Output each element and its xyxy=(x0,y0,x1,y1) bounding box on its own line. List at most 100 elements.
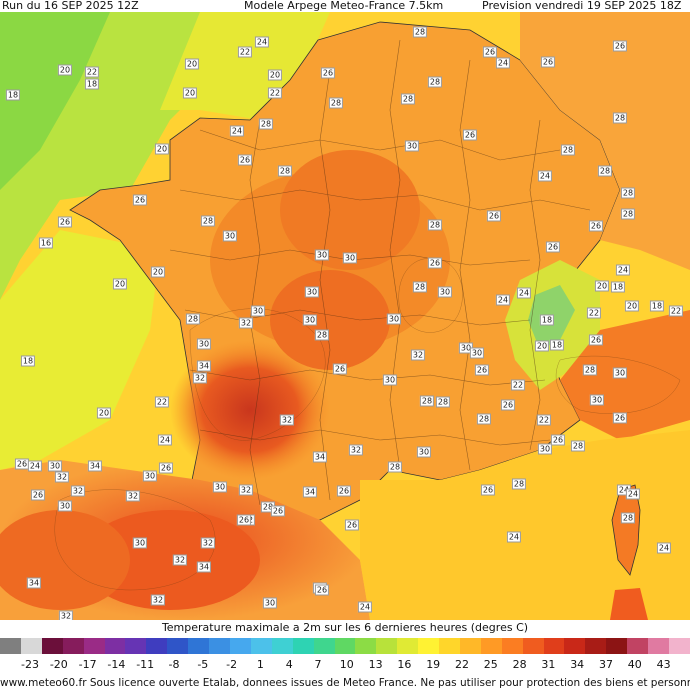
temperature-label: 20 xyxy=(154,143,170,155)
temperature-label: 20 xyxy=(594,280,610,292)
temperature-label: 18 xyxy=(649,300,665,312)
color-swatch xyxy=(543,638,565,654)
temperature-label: 26 xyxy=(482,46,498,58)
color-scale-tick-label: -8 xyxy=(168,658,180,671)
temperature-label: 32 xyxy=(279,414,295,426)
temperature-label: 28 xyxy=(328,97,344,109)
temperature-label: 18 xyxy=(610,281,626,293)
temperature-map: 26 26 28 24 22 20 22 18 20 20 18 20 22 26 26 28 24 28 28 28… xyxy=(0,12,690,620)
temperature-label: 24 xyxy=(656,542,672,554)
temperature-label: 26 xyxy=(270,505,286,517)
color-scale-tick-label: 34 xyxy=(570,658,585,671)
color-swatch xyxy=(271,638,293,654)
temperature-label: 24 xyxy=(506,531,522,543)
department-borders xyxy=(169,39,591,506)
color-swatch xyxy=(334,638,356,654)
color-swatch xyxy=(250,638,272,654)
color-swatch xyxy=(480,638,502,654)
temperature-label: 34 xyxy=(196,360,212,372)
color-scale-tick-label: -14 xyxy=(107,658,126,671)
temperature-label: 24 xyxy=(254,36,270,48)
temperature-label: 30 xyxy=(382,374,398,386)
temperature-label: 30 xyxy=(342,252,358,264)
temperature-label: 26 xyxy=(612,40,628,52)
forecast-date-text: Prevision vendredi 19 SEP 2025 18Z xyxy=(482,0,682,12)
color-swatch xyxy=(376,638,398,654)
temperature-label: 30 xyxy=(612,367,628,379)
color-swatch xyxy=(648,638,669,654)
temperature-label: 30 xyxy=(132,537,148,549)
temperature-label: 26 xyxy=(344,519,360,531)
temperature-label: 30 xyxy=(57,500,73,512)
paris-warm-zone xyxy=(280,150,420,270)
temperature-label: 22 xyxy=(154,396,170,408)
color-swatch xyxy=(104,638,126,654)
temperature-label: 18 xyxy=(20,355,36,367)
temperature-label: 28 xyxy=(400,93,416,105)
temperature-label: 28 xyxy=(412,281,428,293)
color-scale-tick-label: 40 xyxy=(627,658,642,671)
temperature-label: 26 xyxy=(237,154,253,166)
temperature-label: 20 xyxy=(534,340,550,352)
germany-zone xyxy=(520,12,690,270)
temperature-label: 30 xyxy=(262,597,278,609)
temperature-label: 28 xyxy=(511,478,527,490)
color-scale-tick-label: 22 xyxy=(455,658,469,671)
temperature-label: 28 xyxy=(200,215,216,227)
temperature-label: 26 xyxy=(500,399,516,411)
color-scale-tick-label: -2 xyxy=(226,658,238,671)
temperature-label: 30 xyxy=(196,338,212,350)
color-scale-tick-label: 19 xyxy=(426,658,441,671)
color-scale-tick-label: 16 xyxy=(397,658,412,671)
temperature-label: 28 xyxy=(620,512,636,524)
color-scale-tick-label: 31 xyxy=(541,658,556,671)
color-scale-ticks: -23 -20 -17 -14 -11 -8 -5 -2 1 4 7 10 13 16 19 22 25 28 31… xyxy=(0,658,690,672)
color-swatch xyxy=(0,638,21,654)
color-scale-tick-label: 1 xyxy=(256,658,264,671)
temperature-label: 30 xyxy=(404,140,420,152)
temperature-label: 26 xyxy=(486,210,502,222)
temperature-label: 18 xyxy=(84,78,100,90)
color-swatch xyxy=(188,638,210,654)
temperature-label: 26 xyxy=(474,364,490,376)
temperature-label: 34 xyxy=(196,561,212,573)
temperature-label: 24 xyxy=(229,125,245,137)
temperature-label: 28 xyxy=(258,118,274,130)
temperature-label: 26 xyxy=(540,56,556,68)
temperature-label: 30 xyxy=(212,481,228,493)
temperature-label: 28 xyxy=(620,208,636,220)
temperature-label: 34 xyxy=(26,577,42,589)
temperature-label: 34 xyxy=(302,486,318,498)
color-scale-tick-label: -17 xyxy=(78,658,97,671)
temperature-label: 22 xyxy=(237,46,253,58)
temperature-label: 24 xyxy=(537,170,553,182)
color-scale-tick-label: 10 xyxy=(339,658,354,671)
color-swatch xyxy=(62,638,84,654)
temperature-label: 32 xyxy=(172,554,188,566)
temperature-label: 22 xyxy=(267,87,283,99)
temperature-label: 32 xyxy=(410,349,426,361)
color-swatch xyxy=(439,638,460,654)
color-swatch xyxy=(669,638,690,654)
mediterranean-sea xyxy=(360,430,690,620)
temperature-label: 32 xyxy=(348,444,364,456)
temperature-label: 24 xyxy=(495,294,511,306)
temperature-label: 20 xyxy=(184,58,200,70)
sardinia-island xyxy=(610,588,648,620)
temperature-label: 32 xyxy=(200,537,216,549)
temperature-label: 30 xyxy=(250,305,266,317)
color-swatch xyxy=(501,638,523,654)
temperature-label: 26 xyxy=(588,220,604,232)
temperature-label: 26 xyxy=(462,129,478,141)
color-scale-tick-label: 43 xyxy=(656,658,671,671)
temperature-label: 20 xyxy=(267,69,283,81)
temperature-label: 24 xyxy=(516,287,532,299)
temperature-label: 24 xyxy=(157,434,173,446)
color-scale-tick-label: 25 xyxy=(483,658,498,671)
temperature-label: 30 xyxy=(469,347,485,359)
temperature-label: 32 xyxy=(125,490,141,502)
color-swatch xyxy=(564,638,586,654)
temperature-label: 18 xyxy=(5,89,21,101)
temperature-label: 32 xyxy=(238,484,254,496)
color-swatch xyxy=(313,638,335,654)
